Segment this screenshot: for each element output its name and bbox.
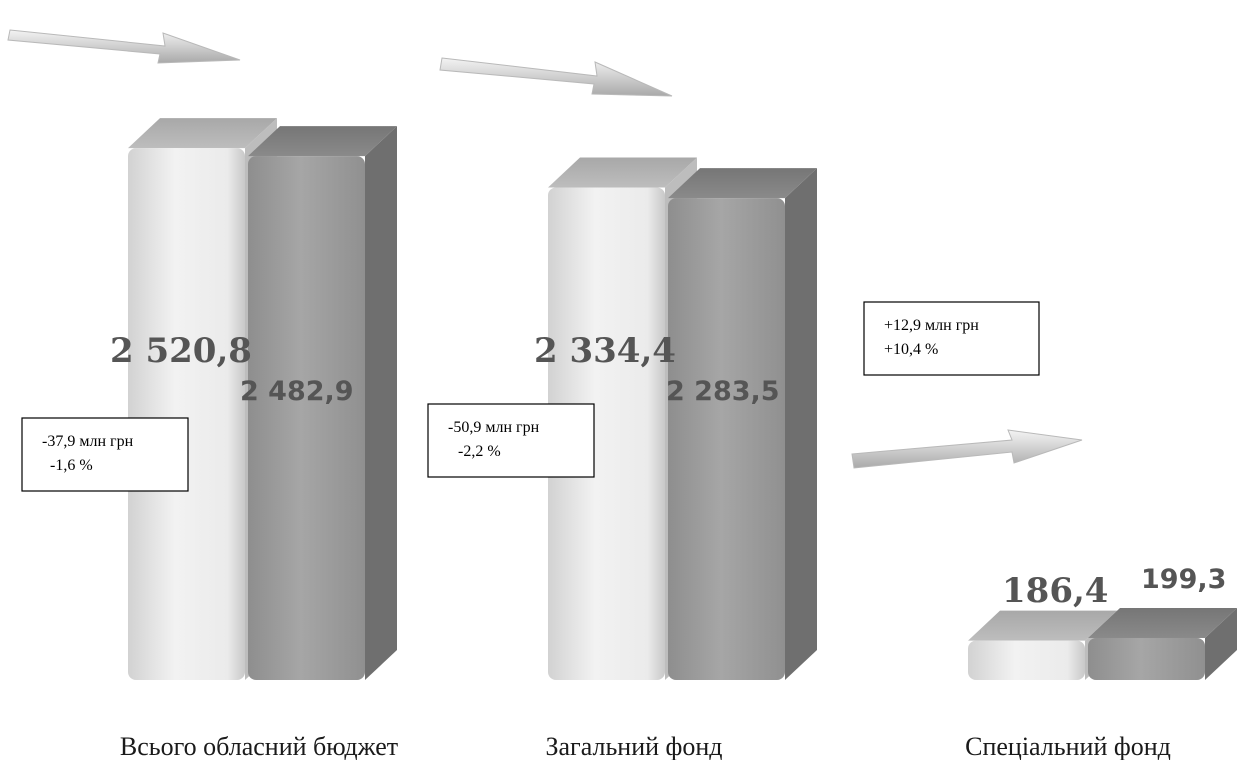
bar-front: [968, 640, 1085, 680]
bar-value-label: 2 520,8: [110, 331, 252, 371]
change-annotation: -50,9 млн грн -2,2 %: [427, 403, 595, 478]
trend-arrow-icon: [851, 429, 1083, 469]
bar-value-label: 2 482,9: [240, 376, 354, 407]
annotation-amount: +12,9 млн грн: [884, 317, 979, 334]
bar-0-1: [248, 126, 397, 681]
bar-top: [128, 118, 277, 149]
bar-value-label: 186,4: [1002, 571, 1108, 611]
change-annotation: +12,9 млн грн +10,4 %: [863, 301, 1040, 376]
annotation-amount: -37,9 млн грн: [42, 433, 134, 450]
annotation-amount: -50,9 млн грн: [448, 419, 540, 436]
bar-value-label: 199,3: [1141, 564, 1226, 595]
bar-top: [668, 168, 817, 199]
bar-1-1: [668, 168, 817, 680]
annotation-percent: -2,2 %: [458, 443, 501, 460]
bar-front: [128, 148, 245, 680]
bar-top: [548, 157, 697, 188]
bar-top: [1088, 607, 1237, 638]
trend-arrow-icon: [439, 57, 673, 97]
category-label: Всього обласний бюджет: [120, 732, 398, 760]
bar-2-1: [1088, 607, 1237, 680]
bar-side: [785, 168, 817, 680]
category-label: Загальний фонд: [545, 732, 722, 760]
annotation-percent: +10,4 %: [884, 341, 938, 358]
trend-arrow-icon: [7, 29, 241, 64]
bar-front: [1088, 637, 1205, 680]
change-annotation: -37,9 млн грн -1,6 %: [21, 417, 189, 492]
bar-front: [668, 198, 785, 680]
bar-top: [248, 126, 397, 157]
bar-front: [548, 187, 665, 681]
bar-value-label: 2 334,4: [534, 331, 676, 371]
category-label: Спеціальний фонд: [965, 732, 1171, 760]
bar-side: [1205, 607, 1237, 680]
bar-front: [248, 156, 365, 680]
bar-top: [968, 610, 1117, 641]
bar-side: [365, 126, 397, 681]
bar-value-label: 2 283,5: [666, 376, 780, 407]
annotation-percent: -1,6 %: [50, 457, 93, 474]
